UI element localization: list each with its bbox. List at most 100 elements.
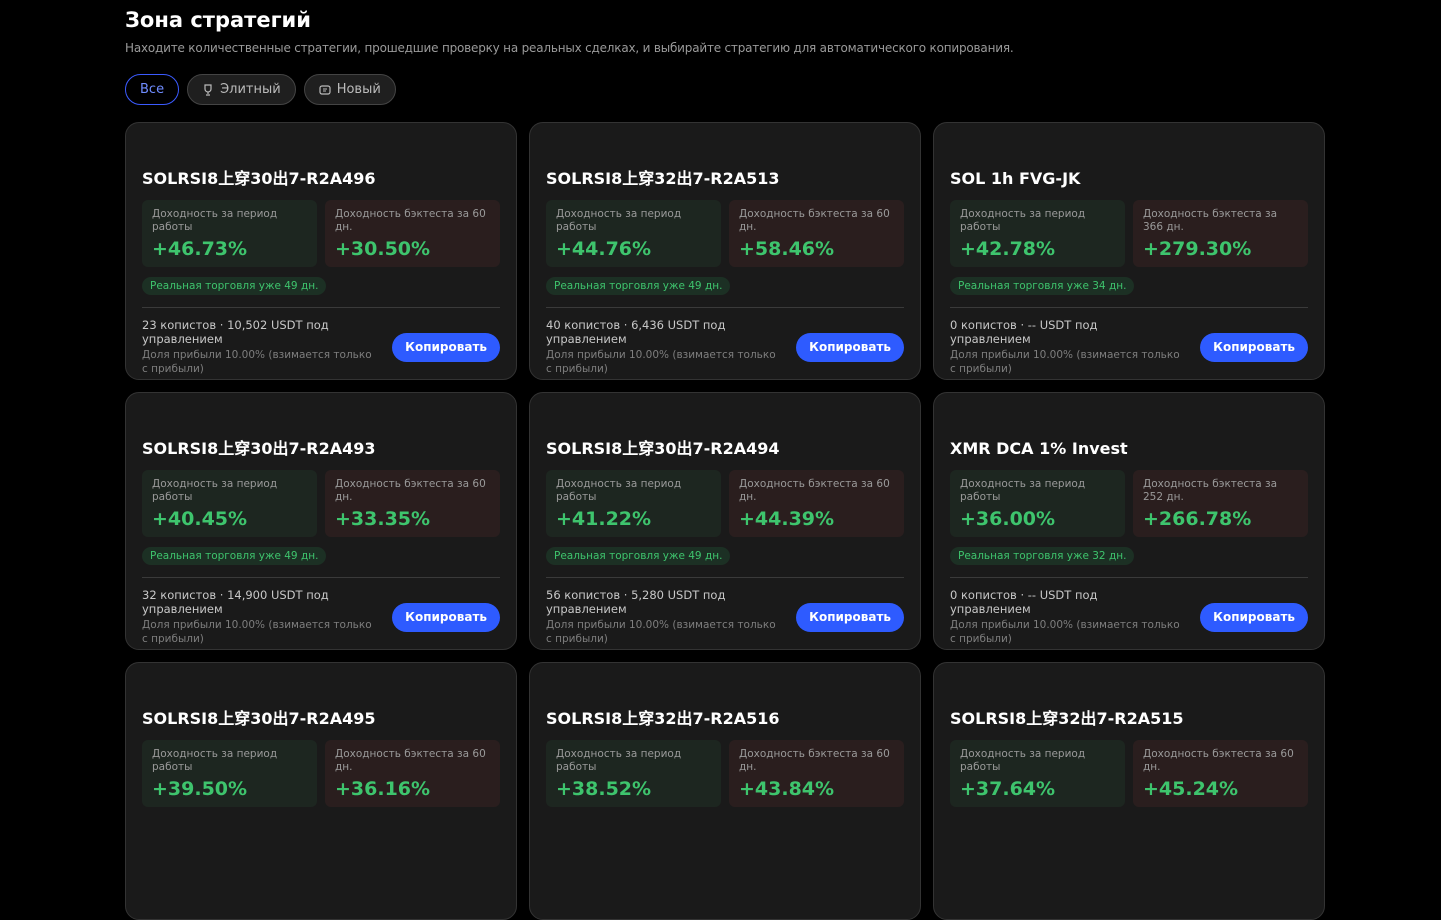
profit-share: Доля прибыли 10.00% (взимается только с …	[142, 619, 372, 645]
strategy-card: SOL 1h FVG-JK Доходность за период работы…	[933, 122, 1325, 380]
live-days-badge: Реальная торговля уже 34 дн.	[950, 277, 1135, 295]
tab-label: Новый	[336, 82, 381, 97]
stat-label: Доходность бэктеста за 60 дн.	[1143, 748, 1294, 773]
footer-text: 40 копистов · 6,436 USDT под управлением…	[546, 318, 776, 376]
live-return: Доходность за период работы +41.22%	[546, 470, 721, 537]
live-days-badge: Реальная торговля уже 49 дн.	[546, 277, 731, 295]
live-days-badge: Реальная торговля уже 49 дн.	[142, 277, 327, 295]
stats-row: Доходность за период работы +36.00% Доходн…	[950, 470, 1308, 537]
stat-value: +38.52%	[556, 778, 652, 800]
stat-label: Доходность за период работы	[152, 208, 278, 233]
card-footer: 40 копистов · 6,436 USDT под управлением…	[546, 307, 904, 376]
profit-share: Доля прибыли 10.00% (взимается только с …	[950, 619, 1180, 645]
new-icon	[319, 84, 331, 95]
strategy-name: SOLRSI8上穿32出7-R2A513	[546, 169, 780, 188]
live-return: Доходность за период работы +38.52%	[546, 740, 721, 807]
backtest-return: Доходность бэктеста за 60 дн. +58.46%	[729, 200, 904, 267]
live-return: Доходность за период работы +46.73%	[142, 200, 317, 267]
tab-new[interactable]: Новый	[303, 74, 396, 105]
footer-text: 56 копистов · 5,280 USDT под управлением…	[546, 588, 776, 646]
copy-button[interactable]: Копировать	[1200, 602, 1308, 632]
profit-share: Доля прибыли 10.00% (взимается только с …	[546, 619, 776, 645]
stat-label: Доходность бэктеста за 366 дн.	[1143, 208, 1278, 233]
stat-label: Доходность за период работы	[152, 748, 278, 773]
stats-row: Доходность за период работы +41.22% Доходн…	[546, 470, 904, 537]
stat-label: Доходность бэктеста за 60 дн.	[335, 208, 486, 233]
stat-value: +279.30%	[1143, 238, 1252, 260]
strategy-card: SOLRSI8上穿30出7-R2A493 Доходность за период…	[125, 392, 517, 650]
strategy-name: SOL 1h FVG-JK	[950, 169, 1081, 188]
live-return: Доходность за период работы +40.45%	[142, 470, 317, 537]
stat-label: Доходность за период работы	[152, 478, 278, 503]
copy-button[interactable]: Копировать	[1200, 332, 1308, 362]
stat-label: Доходность бэктеста за 60 дн.	[739, 208, 890, 233]
stat-value: +46.73%	[152, 238, 248, 260]
stats-row: Доходность за период работы +40.45% Доходн…	[142, 470, 500, 537]
backtest-return: Доходность бэктеста за 60 дн. +43.84%	[729, 740, 904, 807]
copy-button[interactable]: Копировать	[796, 602, 904, 632]
stat-label: Доходность бэктеста за 60 дн.	[335, 748, 486, 773]
stat-value: +44.39%	[739, 508, 835, 530]
strategy-name: XMR DCA 1% Invest	[950, 439, 1128, 458]
strategy-name: SOLRSI8上穿32出7-R2A515	[950, 709, 1184, 728]
tab-elite[interactable]: Элитный	[187, 74, 296, 105]
live-days-badge: Реальная торговля уже 49 дн.	[546, 547, 731, 565]
tab-all[interactable]: Все	[125, 74, 180, 105]
page-body: Зона стратегий Находите количественные с…	[125, 8, 1325, 920]
strategy-card: SOLRSI8上穿30出7-R2A496 Доходность за период…	[125, 122, 517, 380]
copiers-info: 56 копистов · 5,280 USDT под управлением	[546, 588, 726, 616]
strategy-name: SOLRSI8上穿30出7-R2A493	[142, 439, 376, 458]
live-return: Доходность за период работы +39.50%	[142, 740, 317, 807]
strategy-name: SOLRSI8上穿30出7-R2A494	[546, 439, 780, 458]
stat-value: +58.46%	[739, 238, 835, 260]
tab-label: Элитный	[220, 82, 281, 97]
stat-value: +37.64%	[960, 778, 1056, 800]
tab-label: Все	[140, 82, 165, 97]
backtest-return: Доходность бэктеста за 60 дн. +30.50%	[325, 200, 500, 267]
stat-label: Доходность за период работы	[556, 748, 682, 773]
footer-text: 23 копистов · 10,502 USDT под управление…	[142, 318, 372, 376]
stat-value: +40.45%	[152, 508, 248, 530]
stat-label: Доходность бэктеста за 60 дн.	[335, 478, 486, 503]
profit-share: Доля прибыли 10.00% (взимается только с …	[950, 349, 1180, 375]
stat-value: +45.24%	[1143, 778, 1239, 800]
stat-label: Доходность за период работы	[960, 478, 1086, 503]
copiers-info: 0 копистов · -- USDT под управлением	[950, 318, 1098, 346]
stat-label: Доходность за период работы	[556, 478, 682, 503]
strategy-name: SOLRSI8上穿30出7-R2A495	[142, 709, 376, 728]
strategy-card: SOLRSI8上穿30出7-R2A494 Доходность за период…	[529, 392, 921, 650]
footer-text: 0 копистов · -- USDT под управлением Доля…	[950, 588, 1180, 646]
live-days-badge: Реальная торговля уже 32 дн.	[950, 547, 1135, 565]
page-title: Зона стратегий	[125, 8, 311, 32]
strategy-grid: SOLRSI8上穿30出7-R2A496 Доходность за период…	[125, 122, 1325, 920]
stats-row: Доходность за период работы +46.73% Доходн…	[142, 200, 500, 267]
copy-button[interactable]: Копировать	[392, 332, 500, 362]
backtest-return: Доходность бэктеста за 366 дн. +279.30%	[1133, 200, 1308, 267]
backtest-return: Доходность бэктеста за 60 дн. +36.16%	[325, 740, 500, 807]
copy-button[interactable]: Копировать	[796, 332, 904, 362]
card-footer: 23 копистов · 10,502 USDT под управление…	[142, 307, 500, 376]
footer-text: 32 копистов · 14,900 USDT под управление…	[142, 588, 372, 646]
copy-button[interactable]: Копировать	[392, 602, 500, 632]
card-footer: 56 копистов · 5,280 USDT под управлением…	[546, 577, 904, 646]
trophy-icon	[204, 83, 212, 96]
card-footer: 32 копистов · 14,900 USDT под управление…	[142, 577, 500, 646]
stats-row: Доходность за период работы +44.76% Доходн…	[546, 200, 904, 267]
live-return: Доходность за период работы +37.64%	[950, 740, 1125, 807]
stats-row: Доходность за период работы +39.50% Доходн…	[142, 740, 500, 807]
backtest-return: Доходность бэктеста за 60 дн. +33.35%	[325, 470, 500, 537]
stat-value: +44.76%	[556, 238, 652, 260]
stat-value: +36.16%	[335, 778, 431, 800]
stat-label: Доходность бэктеста за 60 дн.	[739, 748, 890, 773]
strategy-card: SOLRSI8上穿32出7-R2A515 Доходность за период…	[933, 662, 1325, 920]
strategy-name: SOLRSI8上穿32出7-R2A516	[546, 709, 780, 728]
strategy-card: SOLRSI8上穿32出7-R2A516 Доходность за период…	[529, 662, 921, 920]
strategy-card: SOLRSI8上穿30出7-R2A495 Доходность за период…	[125, 662, 517, 920]
live-return: Доходность за период работы +44.76%	[546, 200, 721, 267]
strategy-card: SOLRSI8上穿32出7-R2A513 Доходность за период…	[529, 122, 921, 380]
page: Зона стратегий {"header": {"title": "Зон…	[125, 8, 1325, 920]
stat-label: Доходность за период работы	[960, 748, 1086, 773]
backtest-return: Доходность бэктеста за 60 дн. +44.39%	[729, 470, 904, 537]
stat-value: +30.50%	[335, 238, 431, 260]
card-footer: 0 копистов · -- USDT под управлением Доля…	[950, 307, 1308, 376]
